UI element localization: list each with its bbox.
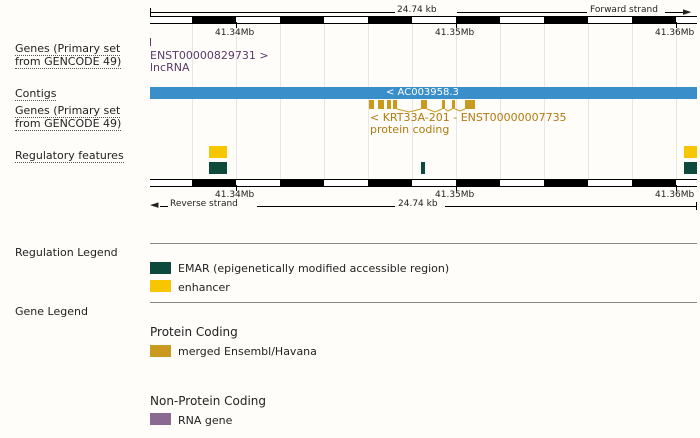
ruler-length-line-top (150, 12, 395, 13)
track-label-contigs[interactable]: Contigs (15, 87, 57, 101)
exon (421, 100, 427, 109)
track-label-genes-top[interactable]: Genes (Primary set from GENCODE 49) (15, 42, 122, 69)
ruler-length-bottom: 24.74 kb (398, 199, 438, 209)
ruler-length-line-bottom (257, 206, 395, 207)
grid-line (676, 22, 677, 180)
protein-coding-heading: Protein Coding (150, 325, 238, 339)
grid-line (500, 22, 501, 180)
strand-label-forward: Forward strand (590, 5, 658, 15)
contig-name: < AC003958.3 (386, 87, 459, 98)
track-label-genes-bottom[interactable]: Genes (Primary set from GENCODE 49) (15, 104, 122, 131)
enhancer-legend-swatch (150, 280, 171, 292)
ruler-length-top: 24.74 kb (397, 5, 437, 15)
exon (393, 100, 397, 109)
scale-bar-top (150, 16, 697, 24)
tick (456, 22, 457, 28)
lncrna-gene-type: lncRNA (150, 61, 190, 74)
coord-label: 41.34Mb (215, 190, 255, 200)
ruler-length-line-bottom (445, 206, 696, 207)
emar-feature[interactable] (421, 162, 425, 174)
tick (676, 185, 677, 191)
rna-gene-legend-label: RNA gene (178, 414, 233, 427)
coord-label: 41.34Mb (215, 28, 255, 38)
contig-bar[interactable]: < AC003958.3 (150, 87, 697, 99)
emar-legend-swatch (150, 262, 171, 274)
grid-line (324, 22, 325, 180)
scale-bar-bottom (150, 179, 697, 187)
lncrna-gene-marker[interactable] (150, 38, 151, 46)
legend-divider (150, 243, 697, 244)
grid-line (192, 22, 193, 180)
tick (236, 22, 237, 28)
grid-line (456, 22, 457, 180)
ruler-length-line-top (457, 12, 587, 13)
regulation-legend-title: Regulation Legend (15, 246, 118, 259)
exon (452, 100, 455, 109)
coord-label: 41.35Mb (435, 190, 475, 200)
lncrna-gene-name[interactable]: ENST00000829731 > (150, 49, 269, 62)
grid-line (236, 22, 237, 180)
non-protein-coding-heading: Non-Protein Coding (150, 394, 267, 408)
protein-coding-gene-name[interactable]: < KRT33A-201 - ENST00000007735 (370, 111, 567, 124)
enhancer-legend-label: enhancer (178, 281, 230, 294)
grid-line (412, 22, 413, 180)
tick (236, 185, 237, 191)
ruler-length-line-bottom (696, 202, 697, 210)
gene-legend-title: Gene Legend (15, 305, 88, 318)
ruler-length-line-top (665, 12, 687, 13)
exon (442, 100, 445, 109)
legend-divider (150, 302, 697, 303)
exon (369, 100, 374, 109)
coord-label: 41.36Mb (655, 190, 695, 200)
rna-gene-legend-swatch (150, 413, 171, 425)
coord-label: 41.36Mb (655, 28, 695, 38)
coord-label: 41.35Mb (435, 28, 475, 38)
grid-line (544, 22, 545, 180)
track-label-regulatory[interactable]: Regulatory features (15, 149, 124, 163)
exon (465, 100, 475, 109)
exon (387, 100, 391, 109)
tick (676, 22, 677, 28)
grid-line (280, 22, 281, 180)
emar-feature[interactable] (684, 162, 697, 174)
merged-legend-swatch (150, 345, 171, 357)
intron-lines (396, 108, 466, 113)
protein-coding-gene-type: protein coding (370, 123, 450, 136)
grid-line (632, 22, 633, 180)
grid-line (368, 22, 369, 180)
strand-label-reverse: Reverse strand (170, 199, 238, 209)
arrow-left-icon: ◄ (150, 198, 159, 211)
enhancer-feature[interactable] (684, 146, 697, 158)
merged-legend-label: merged Ensembl/Havana (178, 345, 317, 358)
enhancer-feature[interactable] (209, 146, 227, 158)
grid-line (588, 22, 589, 180)
arrow-right-icon: ► (683, 5, 692, 18)
exon (378, 100, 384, 109)
emar-legend-label: EMAR (epigenetically modified accessible… (178, 262, 450, 275)
tick (456, 185, 457, 191)
emar-feature[interactable] (209, 162, 227, 174)
ruler-length-line-bottom (160, 206, 168, 207)
